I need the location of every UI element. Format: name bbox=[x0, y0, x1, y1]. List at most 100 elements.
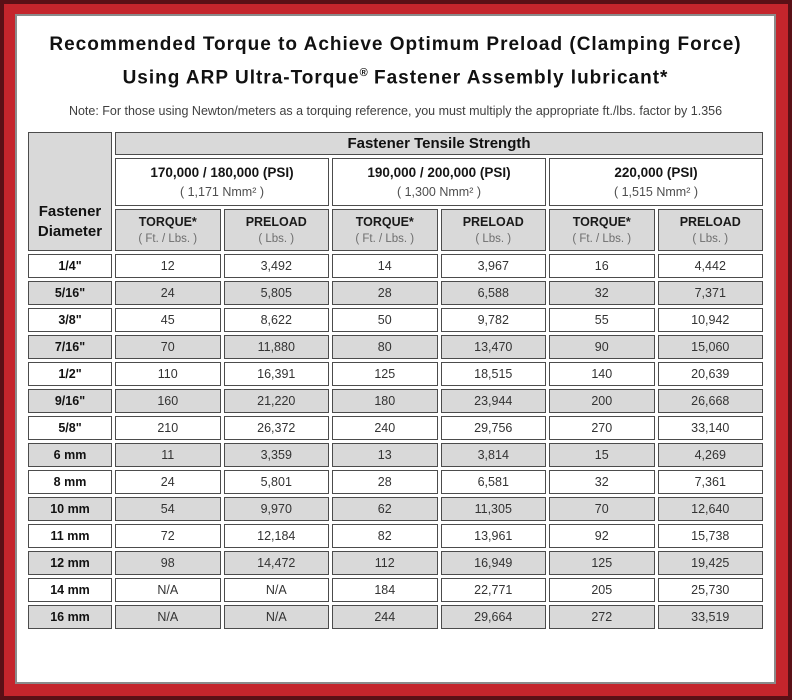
torque-cell: 80 bbox=[332, 335, 438, 360]
torque-cell: N/A bbox=[115, 605, 221, 630]
torque-col-header: TORQUE* ( Ft. / Lbs. ) bbox=[115, 209, 221, 252]
preload-cell: 11,305 bbox=[440, 497, 546, 522]
preload-cell: 13,961 bbox=[440, 524, 546, 549]
torque-cell: 45 bbox=[115, 308, 221, 333]
torque-cell: 125 bbox=[549, 551, 655, 576]
psi-group-190-200: 190,000 / 200,000 (PSI) ( 1,300 Nmm² ) bbox=[332, 158, 546, 207]
preload-cell: 7,371 bbox=[657, 281, 763, 306]
table-row: 1/4" 12 3,492 14 3,967 16 4,442 bbox=[28, 254, 763, 279]
title-line2-pre: Using ARP Ultra-Torque bbox=[122, 67, 360, 89]
psi-group-row: 170,000 / 180,000 (PSI) ( 1,171 Nmm² ) 1… bbox=[28, 158, 763, 207]
torque-cell: 15 bbox=[549, 443, 655, 468]
table-row: 3/8" 45 8,622 50 9,782 55 10,942 bbox=[28, 308, 763, 333]
torque-cell: 55 bbox=[549, 308, 655, 333]
torque-cell: 24 bbox=[115, 281, 221, 306]
diameter-cell: 3/8" bbox=[28, 308, 112, 333]
preload-cell: 5,801 bbox=[223, 470, 329, 495]
torque-cell: 14 bbox=[332, 254, 438, 279]
preload-cell: 26,372 bbox=[223, 416, 329, 441]
torque-cell: 272 bbox=[549, 605, 655, 630]
preload-cell: 18,515 bbox=[440, 362, 546, 387]
table-row: 8 mm 24 5,801 28 6,581 32 7,361 bbox=[28, 470, 763, 495]
table-row: 14 mm N/A N/A 184 22,771 205 25,730 bbox=[28, 578, 763, 603]
diameter-cell: 7/16" bbox=[28, 335, 112, 360]
preload-cell: 20,639 bbox=[657, 362, 763, 387]
torque-label: TORQUE* bbox=[572, 215, 631, 230]
preload-cell: 7,361 bbox=[657, 470, 763, 495]
torque-cell: 140 bbox=[549, 362, 655, 387]
fastener-diameter-header: Fastener Diameter bbox=[28, 132, 112, 252]
diameter-cell: 9/16" bbox=[28, 389, 112, 414]
torque-cell: 54 bbox=[115, 497, 221, 522]
torque-cell: 62 bbox=[332, 497, 438, 522]
psi-group-220: 220,000 (PSI) ( 1,515 Nmm² ) bbox=[549, 158, 763, 207]
table-row: 11 mm 72 12,184 82 13,961 92 15,738 bbox=[28, 524, 763, 549]
preload-unit-label: ( Lbs. ) bbox=[258, 233, 295, 246]
diameter-cell: 5/16" bbox=[28, 281, 112, 306]
preload-label: PRELOAD bbox=[679, 215, 741, 230]
torque-table: Fastener Diameter Fastener Tensile Stren… bbox=[25, 129, 766, 632]
torque-cell: 28 bbox=[332, 281, 438, 306]
column-header-row: TORQUE* ( Ft. / Lbs. ) PRELOAD ( Lbs. ) … bbox=[28, 209, 763, 252]
nmm-label: ( 1,515 Nmm² ) bbox=[613, 185, 699, 200]
torque-cell: 72 bbox=[115, 524, 221, 549]
preload-cell: 3,814 bbox=[440, 443, 546, 468]
torque-cell: 32 bbox=[549, 470, 655, 495]
psi-group-170-180: 170,000 / 180,000 (PSI) ( 1,171 Nmm² ) bbox=[115, 158, 329, 207]
preload-cell: 15,738 bbox=[657, 524, 763, 549]
preload-unit-label: ( Lbs. ) bbox=[475, 233, 512, 246]
preload-cell: 3,492 bbox=[223, 254, 329, 279]
torque-cell: 50 bbox=[332, 308, 438, 333]
torque-cell: 244 bbox=[332, 605, 438, 630]
table-row: 16 mm N/A N/A 244 29,664 272 33,519 bbox=[28, 605, 763, 630]
torque-cell: 92 bbox=[549, 524, 655, 549]
content-panel: Recommended Torque to Achieve Optimum Pr… bbox=[15, 14, 776, 684]
preload-cell: 22,771 bbox=[440, 578, 546, 603]
preload-cell: 33,140 bbox=[657, 416, 763, 441]
diameter-cell: 11 mm bbox=[28, 524, 112, 549]
torque-cell: 28 bbox=[332, 470, 438, 495]
table-row: 6 mm 11 3,359 13 3,814 15 4,269 bbox=[28, 443, 763, 468]
torque-cell: 98 bbox=[115, 551, 221, 576]
torque-cell: N/A bbox=[115, 578, 221, 603]
preload-cell: 12,640 bbox=[657, 497, 763, 522]
torque-cell: 180 bbox=[332, 389, 438, 414]
preload-cell: 21,220 bbox=[223, 389, 329, 414]
table-row: 5/8" 210 26,372 240 29,756 270 33,140 bbox=[28, 416, 763, 441]
torque-unit-label: ( Ft. / Lbs. ) bbox=[355, 233, 415, 246]
table-row: 1/2" 110 16,391 125 18,515 140 20,639 bbox=[28, 362, 763, 387]
preload-cell: 13,470 bbox=[440, 335, 546, 360]
page-title: Recommended Torque to Achieve Optimum Pr… bbox=[25, 30, 766, 92]
table-header: Fastener Diameter Fastener Tensile Stren… bbox=[28, 132, 763, 252]
preload-cell: 29,664 bbox=[440, 605, 546, 630]
torque-cell: 112 bbox=[332, 551, 438, 576]
preload-cell: 5,805 bbox=[223, 281, 329, 306]
preload-cell: 6,588 bbox=[440, 281, 546, 306]
torque-cell: 184 bbox=[332, 578, 438, 603]
preload-cell: 16,391 bbox=[223, 362, 329, 387]
preload-cell: 9,970 bbox=[223, 497, 329, 522]
preload-cell: N/A bbox=[223, 578, 329, 603]
torque-label: TORQUE* bbox=[138, 215, 197, 230]
preload-cell: 12,184 bbox=[223, 524, 329, 549]
torque-cell: 24 bbox=[115, 470, 221, 495]
torque-label: TORQUE* bbox=[355, 215, 414, 230]
preload-cell: 14,472 bbox=[223, 551, 329, 576]
diameter-cell: 5/8" bbox=[28, 416, 112, 441]
preload-col-header: PRELOAD ( Lbs. ) bbox=[440, 209, 546, 252]
table-row: 12 mm 98 14,472 112 16,949 125 19,425 bbox=[28, 551, 763, 576]
torque-cell: 210 bbox=[115, 416, 221, 441]
preload-cell: 16,949 bbox=[440, 551, 546, 576]
preload-unit-label: ( Lbs. ) bbox=[692, 233, 729, 246]
torque-col-header: TORQUE* ( Ft. / Lbs. ) bbox=[549, 209, 655, 252]
nmm-label: ( 1,300 Nmm² ) bbox=[396, 185, 482, 200]
psi-label: 190,000 / 200,000 (PSI) bbox=[367, 165, 511, 181]
torque-cell: 200 bbox=[549, 389, 655, 414]
preload-cell: 26,668 bbox=[657, 389, 763, 414]
preload-col-header: PRELOAD ( Lbs. ) bbox=[657, 209, 763, 252]
torque-unit-label: ( Ft. / Lbs. ) bbox=[138, 233, 198, 246]
preload-cell: 3,967 bbox=[440, 254, 546, 279]
diameter-cell: 6 mm bbox=[28, 443, 112, 468]
preload-cell: 25,730 bbox=[657, 578, 763, 603]
torque-col-header: TORQUE* ( Ft. / Lbs. ) bbox=[332, 209, 438, 252]
